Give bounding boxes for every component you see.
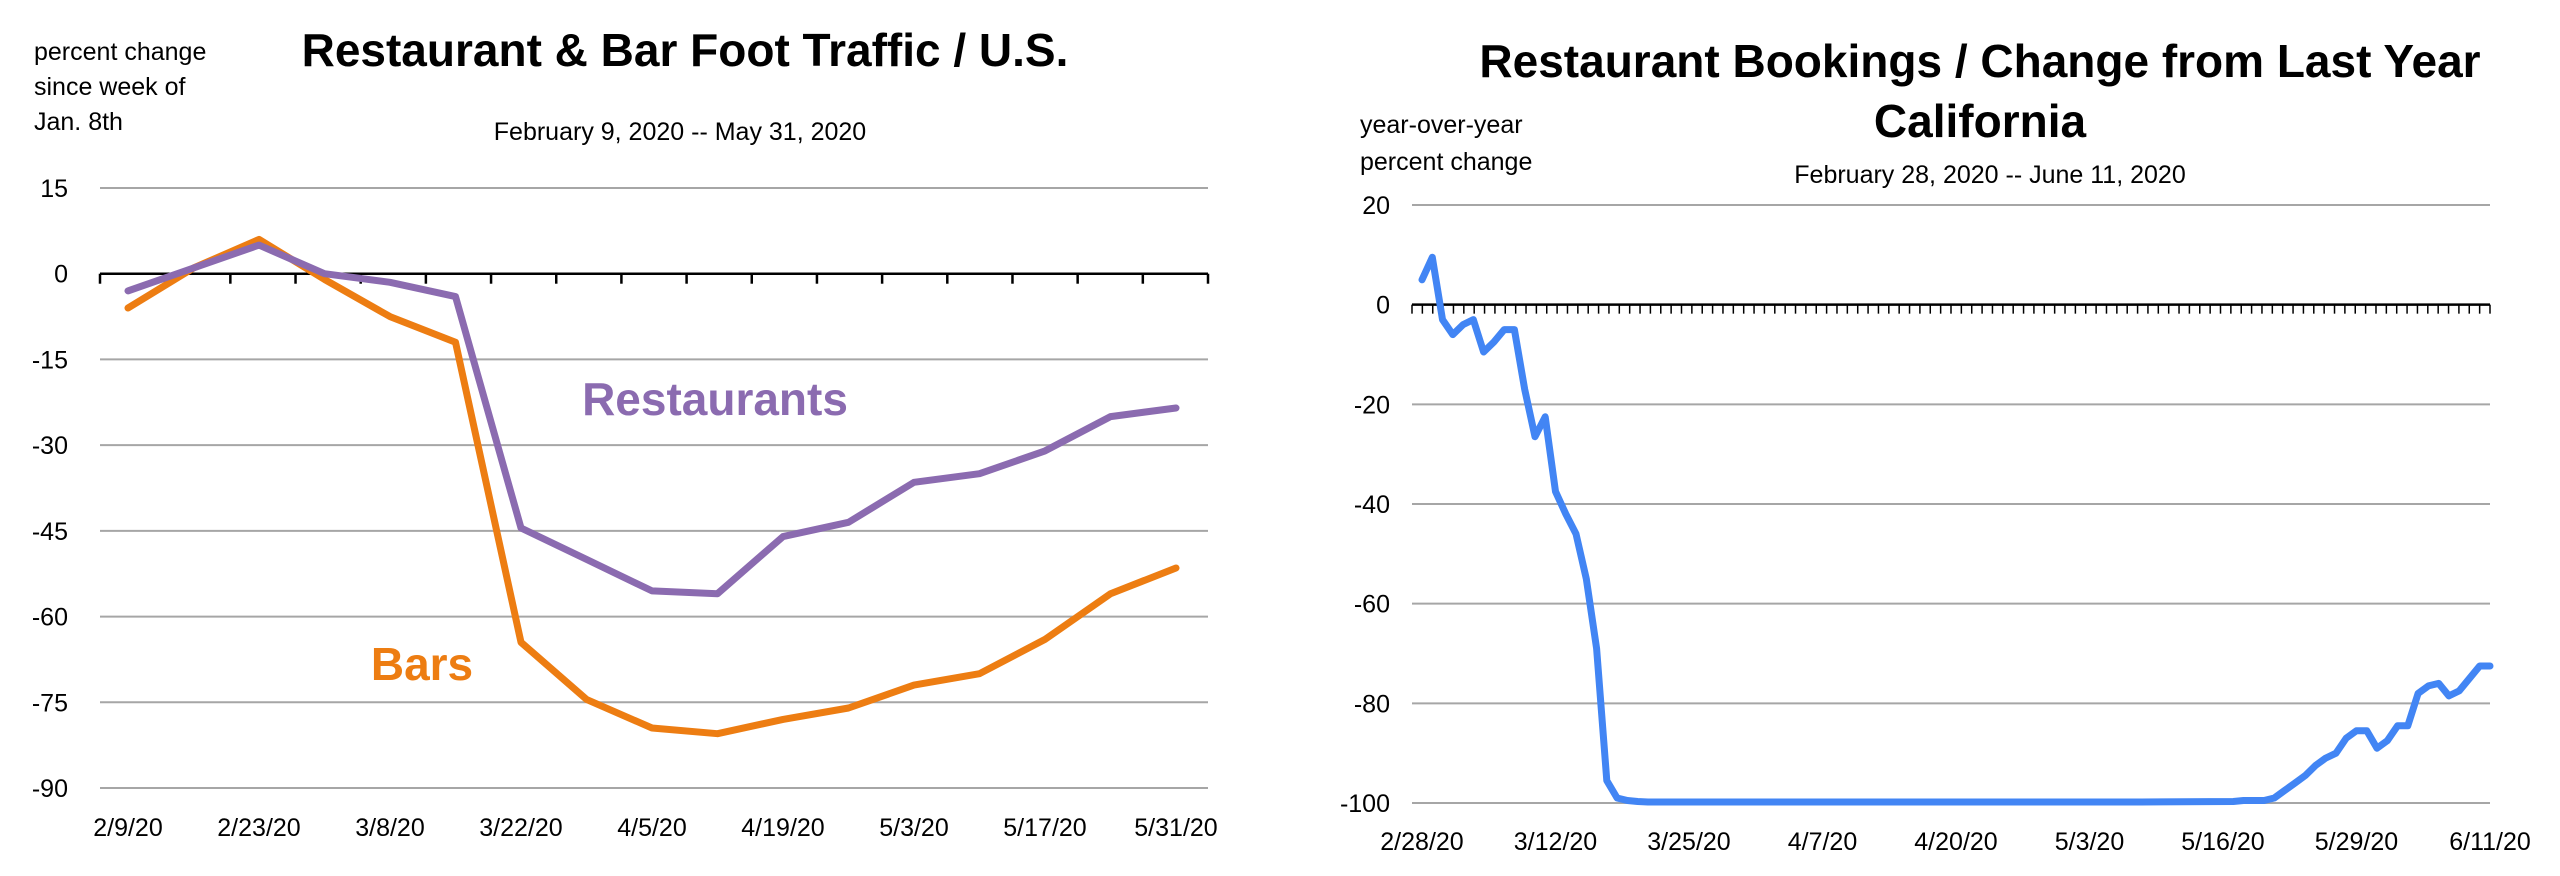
chart2-ytick-label: -80 — [1354, 690, 1390, 718]
series-label-restaurants: Restaurants — [582, 373, 848, 425]
chart1-xtick-label: 2/9/20 — [93, 814, 163, 842]
chart1-ytick-label: -75 — [32, 689, 68, 717]
chart1-ytick-label: -30 — [32, 432, 68, 460]
chart2-xtick-label: 3/25/20 — [1647, 828, 1730, 856]
chart1-xtick-label: 4/5/20 — [617, 814, 687, 842]
chart2-ytick-label: -40 — [1354, 491, 1390, 519]
chart1-ytick-label: -15 — [32, 346, 68, 374]
series-line-bars — [124, 235, 1180, 738]
chart1-xtick-label: 5/3/20 — [879, 814, 949, 842]
chart2-subtitle: February 28, 2020 -- June 11, 2020 — [1794, 161, 2185, 189]
chart2-xtick-label: 5/29/20 — [2315, 828, 2398, 856]
chart1-ylabel-line1: percent change — [34, 38, 206, 66]
chart1-ytick-label: -60 — [32, 604, 68, 632]
series-label-bars: Bars — [371, 638, 473, 690]
chart2-title-line1: Restaurant Bookings / Change from Last Y… — [1479, 35, 2480, 87]
chart2-ylabel-line2: percent change — [1360, 148, 1532, 176]
chart2-ytick-label: -60 — [1354, 591, 1390, 619]
chart2-xtick-label: 5/3/20 — [2055, 828, 2125, 856]
chart2-title-line2: California — [1874, 95, 2087, 147]
chart2-ytick-label: -20 — [1354, 391, 1390, 419]
chart1-xtick-label: 5/31/20 — [1134, 814, 1217, 842]
chart1-ytick-label: -90 — [32, 775, 68, 803]
chart1-ytick-label: -45 — [32, 518, 68, 546]
chart1-ytick-label: 15 — [40, 175, 68, 203]
chart2-xtick-label: 2/28/20 — [1380, 828, 1463, 856]
chart2-xtick-label: 4/7/20 — [1788, 828, 1858, 856]
chart1-ylabel-line2: since week of — [34, 73, 186, 101]
chart2-ytick-label: 0 — [1376, 292, 1390, 320]
chart1-xtick-label: 3/8/20 — [355, 814, 425, 842]
chart1-ytick-label: 0 — [54, 261, 68, 289]
chart2-xtick-label: 6/11/20 — [2449, 828, 2531, 856]
chart2-ylabel-line1: year-over-year — [1360, 111, 1523, 139]
chart1-ylabel-line3: Jan. 8th — [34, 108, 123, 136]
chart1-title: Restaurant & Bar Foot Traffic / U.S. — [302, 24, 1069, 76]
chart1-xtick-label: 2/23/20 — [217, 814, 300, 842]
chart2-ytick-label: 20 — [1362, 192, 1390, 220]
chart2-xtick-label: 4/20/20 — [1914, 828, 1997, 856]
bookings-chart: Restaurant Bookings / Change from Last Y… — [1340, 35, 2531, 856]
chart1-xtick-label: 5/17/20 — [1003, 814, 1086, 842]
chart2-ytick-label: -100 — [1340, 790, 1390, 818]
chart2-xtick-label: 3/12/20 — [1514, 828, 1597, 856]
series-line-restaurants — [124, 241, 1180, 598]
chart1-subtitle: February 9, 2020 -- May 31, 2020 — [494, 118, 866, 146]
chart1-xtick-label: 3/22/20 — [479, 814, 562, 842]
series-line-bookings — [1418, 253, 2494, 806]
chart2-xtick-label: 5/16/20 — [2181, 828, 2264, 856]
chart1-xtick-label: 4/19/20 — [741, 814, 824, 842]
foot-traffic-chart: Restaurant & Bar Foot Traffic / U.S. Feb… — [32, 24, 1218, 842]
